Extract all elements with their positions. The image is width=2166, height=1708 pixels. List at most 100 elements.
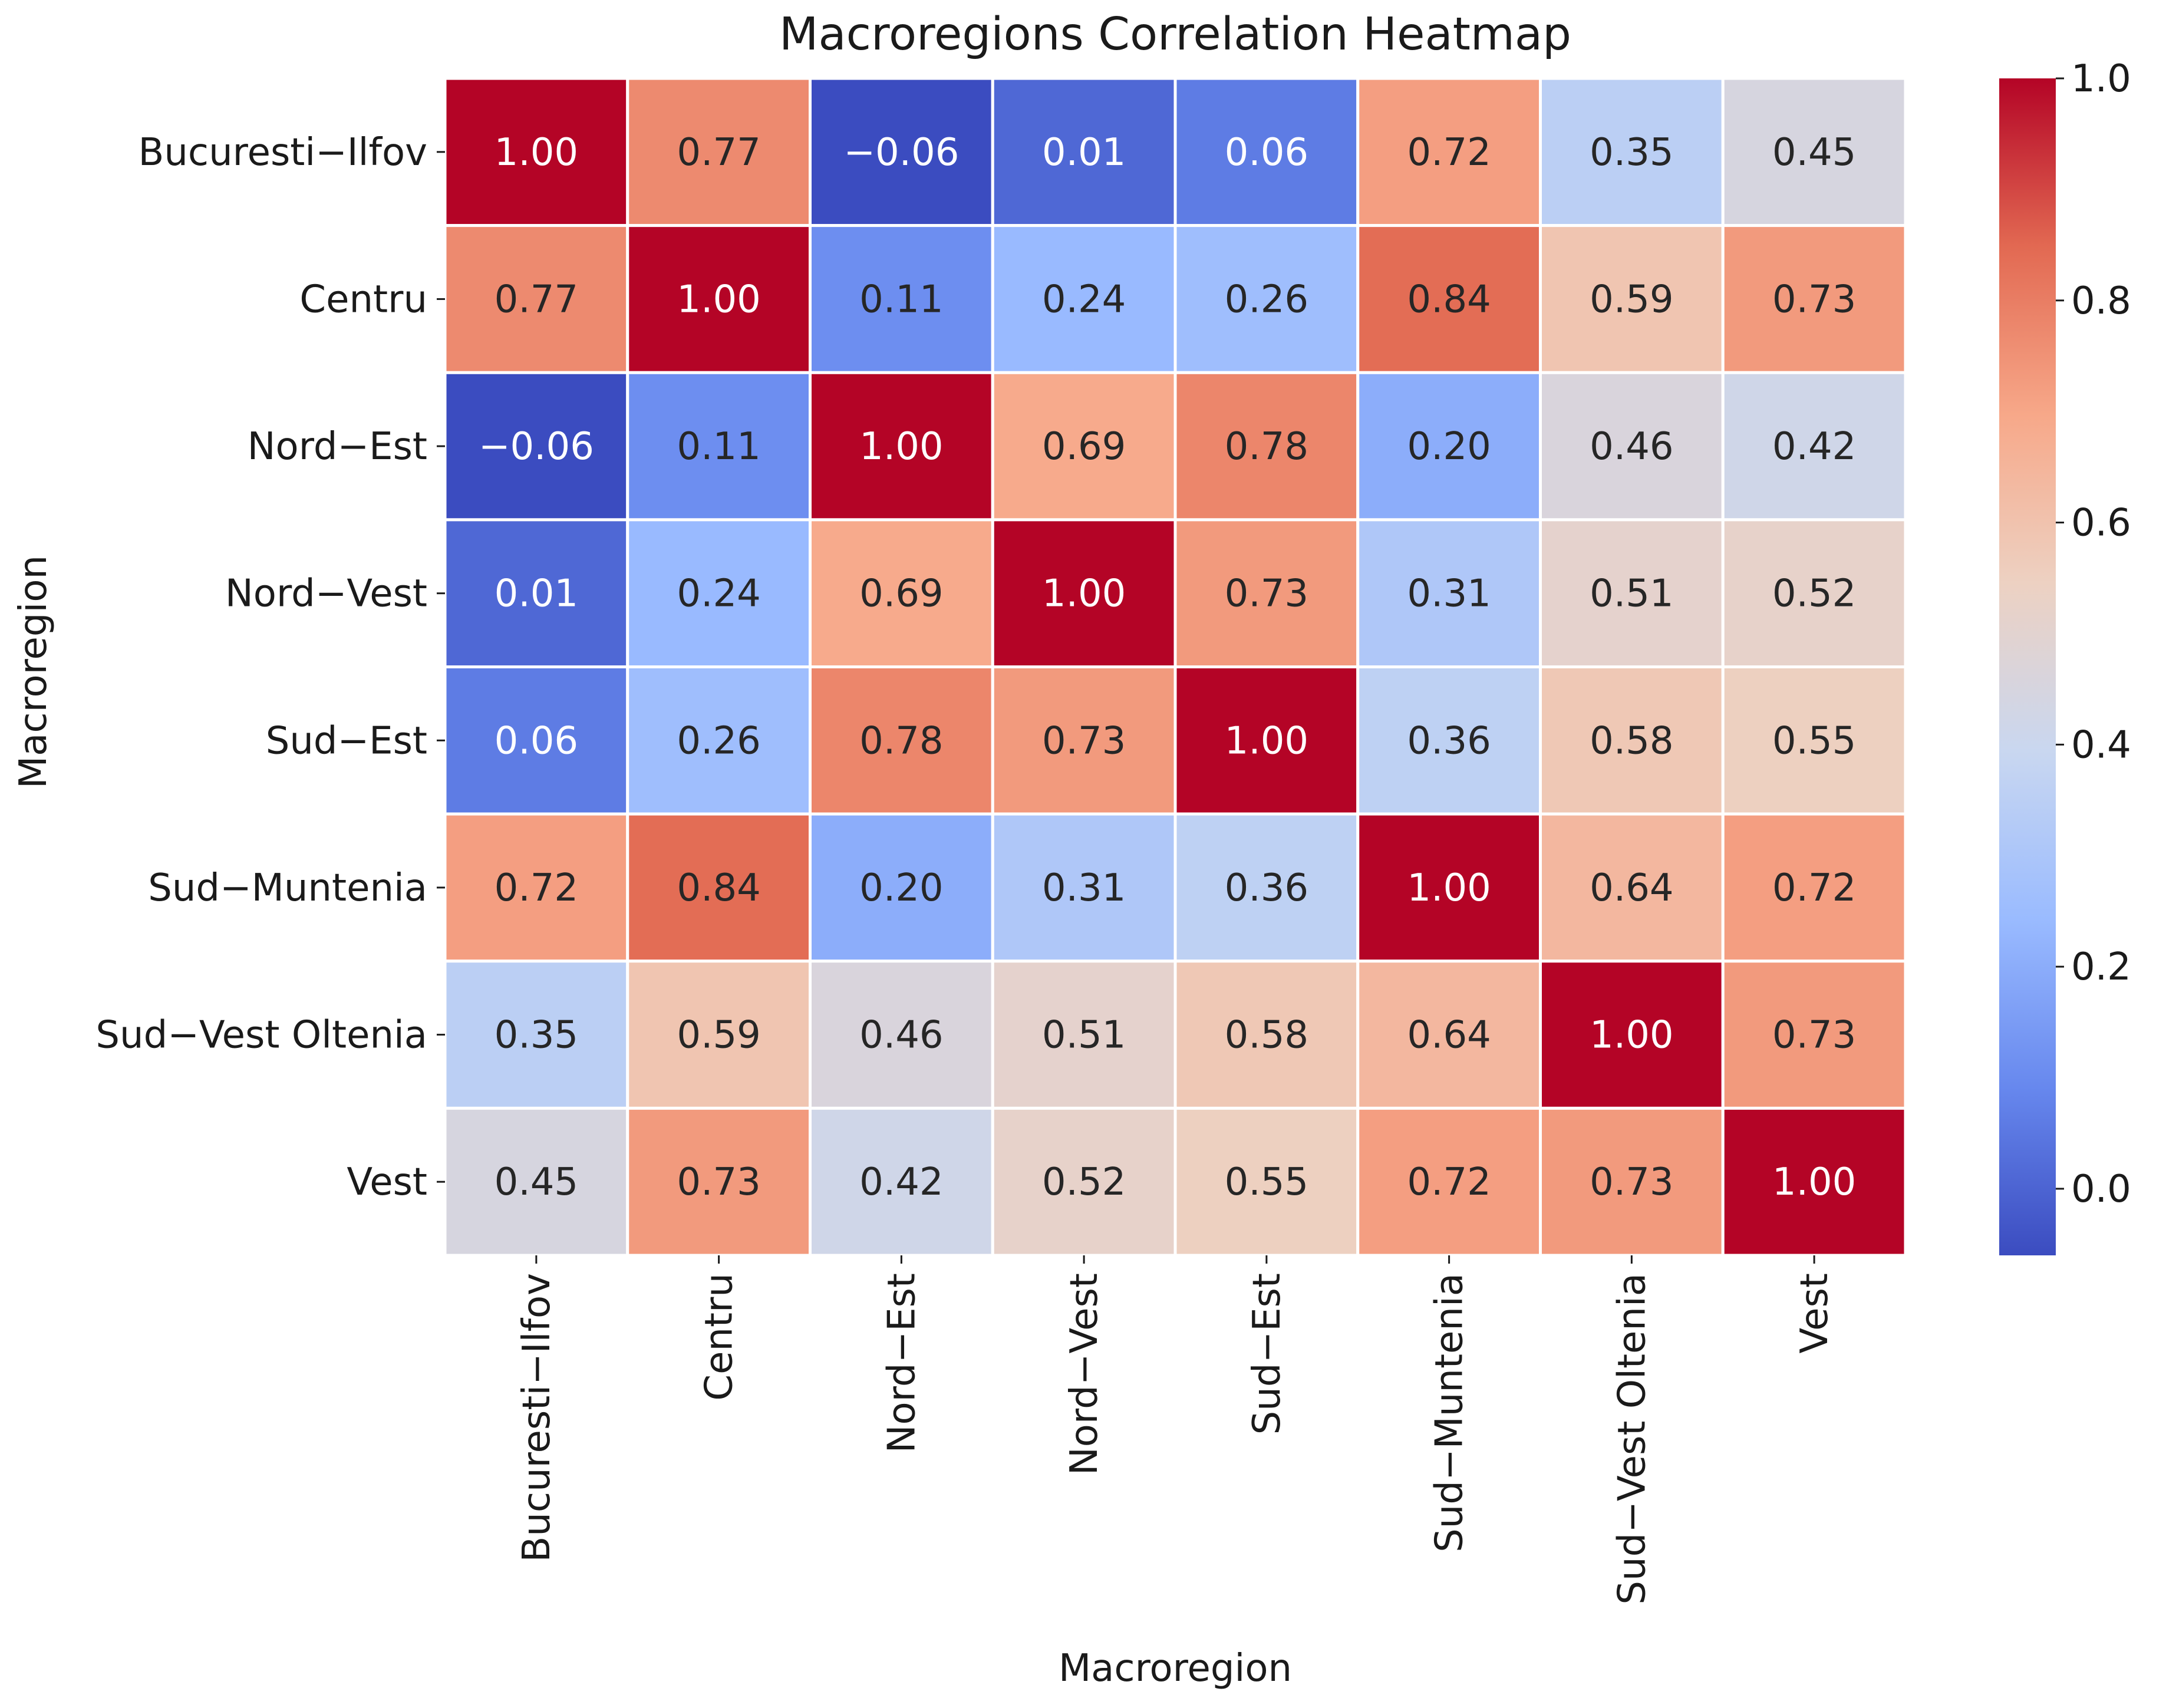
cell-value-label: 0.11 xyxy=(859,278,944,321)
cell-value-label: 0.59 xyxy=(677,1014,761,1057)
cell-value-label: 0.31 xyxy=(1042,866,1126,910)
cell-value-label: 0.52 xyxy=(1042,1160,1126,1204)
heatmap-cell xyxy=(1173,1106,1360,1257)
heatmap-cell xyxy=(1539,959,1725,1110)
y-tick-label: Sud−Vest Oltenia xyxy=(95,1014,427,1057)
heatmap-cell xyxy=(1173,665,1360,816)
cell-value-label: 0.20 xyxy=(859,866,944,910)
heatmap-cell xyxy=(626,371,812,522)
cell-value-label: 1.00 xyxy=(1225,719,1309,763)
heatmap-cell xyxy=(626,959,812,1110)
cell-value-label: 0.77 xyxy=(677,131,761,174)
cell-value-label: −0.06 xyxy=(843,131,959,174)
cell-value-label: 0.26 xyxy=(677,719,761,763)
cell-value-label: 0.36 xyxy=(1407,719,1491,763)
cell-value-label: 0.46 xyxy=(859,1014,944,1057)
cell-value-label: 0.64 xyxy=(1407,1014,1491,1057)
heatmap-cell xyxy=(626,812,812,963)
heatmap-cell xyxy=(809,1106,994,1257)
cell-value-label: 0.58 xyxy=(1225,1014,1309,1057)
y-tick-label: Nord−Est xyxy=(248,425,427,469)
heatmap-cell xyxy=(443,518,629,668)
cell-value-label: 0.58 xyxy=(1590,719,1674,763)
heatmap-cell xyxy=(809,518,994,668)
heatmap-cell xyxy=(809,371,994,522)
cell-value-label: 0.51 xyxy=(1590,572,1674,616)
cell-value-label: 0.52 xyxy=(1772,572,1857,616)
x-tick-label: Sud−Est xyxy=(1245,1273,1289,1435)
heatmap-cell xyxy=(443,959,629,1110)
cell-value-label: 0.73 xyxy=(1042,719,1126,763)
chart-title: Macroregions Correlation Heatmap xyxy=(779,8,1571,61)
heatmap-cell xyxy=(809,77,994,227)
cell-value-label: −0.06 xyxy=(479,425,594,469)
x-tick-label: Nord−Vest xyxy=(1063,1273,1106,1475)
cell-value-label: 0.24 xyxy=(677,572,761,616)
cell-value-label: 0.69 xyxy=(859,572,944,616)
colorbar-tick-label: 0.2 xyxy=(2071,945,2131,989)
y-tick-label: Vest xyxy=(347,1160,427,1204)
cell-value-label: 0.73 xyxy=(1772,1014,1857,1057)
x-axis-label: Macroregion xyxy=(1059,1647,1292,1690)
cell-value-label: 0.64 xyxy=(1590,866,1674,910)
cell-value-label: 0.73 xyxy=(1225,572,1309,616)
heatmap-cell xyxy=(991,518,1177,668)
y-tick-label: Bucuresti−Ilfov xyxy=(138,131,427,174)
cell-value-label: 0.55 xyxy=(1225,1160,1309,1204)
cell-value-label: 0.72 xyxy=(1772,866,1857,910)
cell-value-label: 1.00 xyxy=(1772,1160,1857,1204)
heatmap-cell xyxy=(991,371,1177,522)
x-tick-label: Sud−Muntenia xyxy=(1428,1273,1472,1552)
heatmap-cell xyxy=(991,224,1177,374)
heatmap-cells: 1.00 0.77 −0.06 0.01 0.06 0.72 0.35 0.45 0.77 1.0… xyxy=(443,77,1907,1257)
y-tick-label: Nord−Vest xyxy=(225,572,427,616)
cell-value-label: 0.73 xyxy=(1772,278,1857,321)
cell-value-label: 0.45 xyxy=(494,1160,579,1204)
cell-value-label: 0.78 xyxy=(859,719,944,763)
heatmap-cell xyxy=(1721,665,1907,816)
heatmap-cell xyxy=(1721,959,1907,1110)
heatmap-cell xyxy=(1356,77,1542,227)
cell-value-label: 0.35 xyxy=(494,1014,579,1057)
heatmap-cell xyxy=(1173,518,1360,668)
cell-value-label: 0.42 xyxy=(1772,425,1857,469)
cell-value-label: 0.06 xyxy=(1225,131,1309,174)
heatmap-cell xyxy=(1173,371,1360,522)
cell-value-label: 0.84 xyxy=(677,866,761,910)
heatmap-cell xyxy=(1356,371,1542,522)
cell-value-label: 0.73 xyxy=(1590,1160,1674,1204)
cell-value-label: 0.46 xyxy=(1590,425,1674,469)
colorbar-tick-label: 0.8 xyxy=(2071,279,2131,323)
cell-value-label: 1.00 xyxy=(677,278,761,321)
heatmap-cell xyxy=(626,77,812,227)
heatmap-cell xyxy=(1356,812,1542,963)
heatmap-cell xyxy=(443,77,629,227)
heatmap-cell xyxy=(1721,1106,1907,1257)
heatmap-cell xyxy=(626,224,812,374)
cell-value-label: 0.42 xyxy=(859,1160,944,1204)
heatmap-cell xyxy=(1356,224,1542,374)
cell-value-label: 0.78 xyxy=(1225,425,1309,469)
cell-value-label: 1.00 xyxy=(1407,866,1491,910)
cell-value-label: 0.35 xyxy=(1590,131,1674,174)
cell-value-label: 0.24 xyxy=(1042,278,1126,321)
heatmap-cell xyxy=(1539,665,1725,816)
heatmap-cell xyxy=(1173,959,1360,1110)
colorbar-tick-label: 0.4 xyxy=(2071,723,2131,767)
heatmap-cell xyxy=(1721,77,1907,227)
cell-value-label: 0.72 xyxy=(1407,131,1491,174)
y-tick-label: Centru xyxy=(299,278,427,321)
colorbar: 0.0 0.2 0.4 0.6 0.8 1.0 xyxy=(1999,57,2131,1255)
colorbar-tick-label: 1.0 xyxy=(2071,57,2131,101)
cell-value-label: 0.72 xyxy=(1407,1160,1491,1204)
x-axis-ticks: Bucuresti−Ilfov Centru Nord−Est Nord−Vest Su… xyxy=(515,1255,1837,1605)
colorbar-tick-label: 0.6 xyxy=(2071,502,2131,545)
x-tick-label: Nord−Est xyxy=(880,1273,924,1453)
x-tick-label: Centru xyxy=(698,1273,741,1401)
cell-value-label: 0.51 xyxy=(1042,1014,1126,1057)
cell-value-label: 0.73 xyxy=(677,1160,761,1204)
colorbar-gradient xyxy=(1999,78,2056,1255)
cell-value-label: 0.59 xyxy=(1590,278,1674,321)
